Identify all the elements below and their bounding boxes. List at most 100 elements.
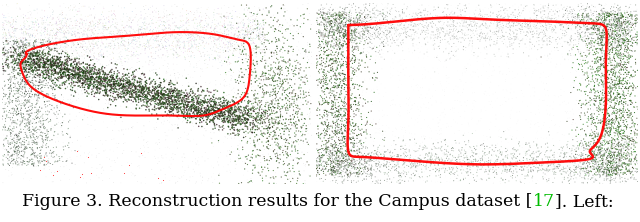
- Point: [33, 55, 44, 58]
- Point: [614, 43, 625, 46]
- Point: [303, 58, 314, 61]
- Point: [237, 160, 248, 163]
- Point: [416, 158, 426, 162]
- Point: [267, 66, 277, 70]
- Point: [6, 131, 17, 135]
- Point: [252, 15, 262, 18]
- Point: [116, 82, 126, 86]
- Point: [84, 135, 94, 138]
- Point: [206, 41, 216, 45]
- Point: [110, 101, 120, 105]
- Point: [449, 118, 459, 122]
- Point: [614, 44, 624, 48]
- Point: [611, 180, 621, 184]
- Point: [399, 7, 409, 10]
- Point: [508, 20, 518, 23]
- Point: [108, 76, 118, 80]
- Point: [373, 51, 383, 55]
- Point: [321, 42, 332, 46]
- Point: [170, 98, 180, 102]
- Point: [114, 45, 124, 49]
- Point: [181, 103, 191, 107]
- Point: [621, 125, 632, 129]
- Point: [46, 66, 56, 69]
- Point: [264, 31, 274, 35]
- Point: [88, 82, 99, 86]
- Point: [224, 48, 234, 52]
- Point: [607, 124, 617, 128]
- Point: [374, 109, 384, 113]
- Point: [438, 137, 448, 141]
- Point: [180, 21, 191, 25]
- Point: [597, 38, 607, 42]
- Point: [632, 159, 640, 162]
- Point: [612, 121, 623, 125]
- Point: [323, 42, 333, 46]
- Point: [346, 180, 356, 184]
- Point: [279, 77, 289, 81]
- Point: [87, 42, 97, 46]
- Point: [624, 153, 634, 157]
- Point: [16, 154, 26, 157]
- Point: [356, 115, 366, 119]
- Point: [349, 165, 359, 168]
- Point: [570, 19, 580, 22]
- Point: [157, 91, 167, 95]
- Point: [269, 84, 280, 87]
- Point: [339, 25, 349, 28]
- Point: [262, 105, 273, 108]
- Point: [525, 166, 536, 169]
- Point: [40, 52, 51, 55]
- Point: [324, 29, 335, 32]
- Point: [230, 39, 241, 42]
- Point: [249, 37, 259, 40]
- Point: [500, 2, 510, 5]
- Point: [248, 90, 259, 93]
- Point: [6, 101, 16, 104]
- Point: [266, 109, 276, 113]
- Point: [582, 72, 592, 76]
- Point: [481, 89, 491, 93]
- Point: [431, 138, 441, 142]
- Point: [631, 153, 640, 157]
- Point: [304, 163, 314, 167]
- Point: [580, 16, 590, 20]
- Point: [581, 13, 591, 17]
- Point: [632, 13, 640, 17]
- Point: [445, 167, 455, 170]
- Point: [396, 154, 406, 158]
- Point: [573, 12, 584, 16]
- Point: [314, 148, 324, 151]
- Point: [492, 15, 502, 18]
- Point: [616, 132, 626, 136]
- Point: [186, 108, 196, 111]
- Point: [8, 67, 18, 70]
- Point: [489, 32, 499, 36]
- Point: [189, 115, 199, 119]
- Point: [28, 93, 38, 97]
- Point: [126, 98, 136, 102]
- Point: [255, 116, 265, 120]
- Point: [139, 87, 149, 91]
- Point: [244, 112, 255, 115]
- Point: [601, 10, 611, 14]
- Point: [334, 172, 344, 175]
- Point: [623, 61, 634, 65]
- Point: [604, 167, 614, 171]
- Point: [334, 31, 344, 34]
- Point: [365, 135, 376, 139]
- Point: [321, 167, 331, 171]
- Point: [379, 144, 389, 148]
- Point: [253, 34, 263, 38]
- Point: [259, 83, 269, 86]
- Point: [88, 76, 98, 80]
- Point: [521, 25, 531, 29]
- Point: [276, 151, 287, 155]
- Point: [199, 111, 209, 114]
- Point: [33, 57, 43, 61]
- Point: [297, 123, 307, 127]
- Point: [85, 45, 95, 48]
- Point: [59, 63, 69, 66]
- Point: [593, 61, 604, 64]
- Point: [609, 105, 620, 109]
